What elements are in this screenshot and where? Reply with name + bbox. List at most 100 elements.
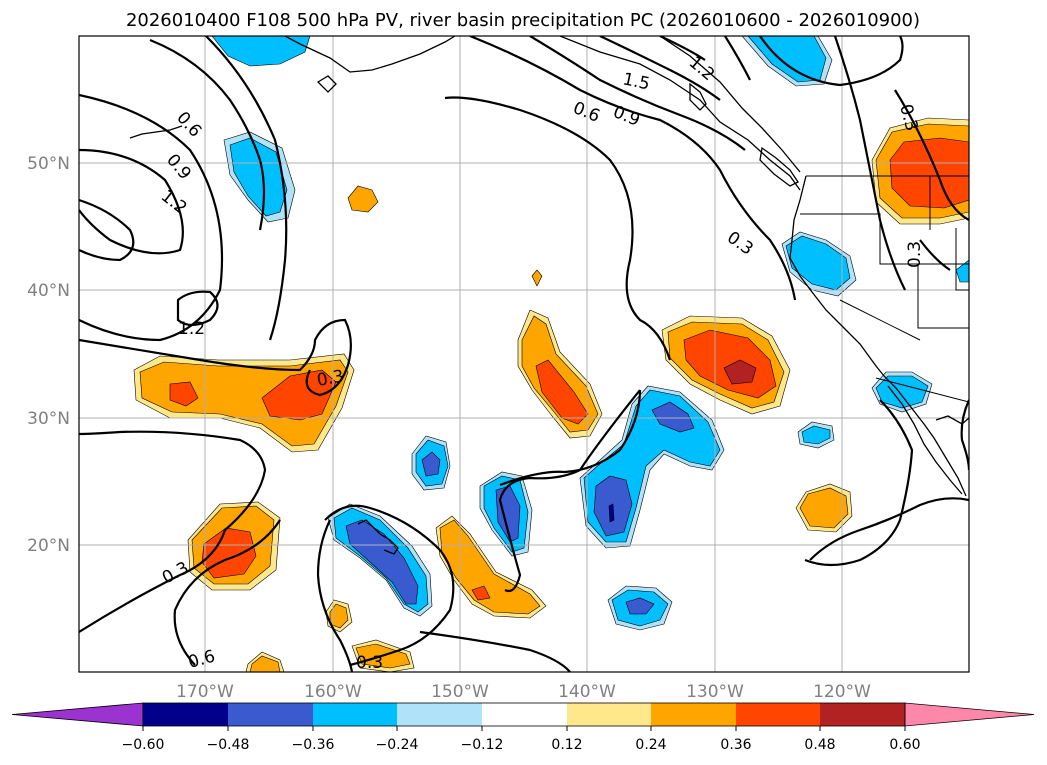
precip-area-negative (625, 597, 655, 615)
colorbar-tick-label: 0.60 (889, 737, 920, 753)
map-panel: 0.6 0.9 1.2 1.2 0.3 1.5 1.2 0.6 0.9 0.3 … (78, 35, 970, 673)
precip-area-negative (651, 401, 695, 433)
contour-line (833, 36, 906, 291)
contour-label: 0.3 (315, 367, 345, 391)
contour-line (659, 36, 706, 61)
contour-line (79, 430, 267, 633)
longitude-labels: 170°W 160°W 150°W 140°W 130°W 120°W (176, 682, 871, 702)
contour-line (324, 504, 455, 667)
lon-label: 160°W (304, 682, 362, 702)
precip-area-positive (889, 137, 969, 209)
contour-line (149, 38, 266, 231)
precip-area-positive (439, 519, 541, 615)
contour-line (724, 36, 751, 81)
graticule (79, 36, 969, 672)
colorbar-segment (143, 703, 228, 726)
lon-label: 150°W (431, 682, 489, 702)
coastline-bc (659, 36, 801, 173)
precip-area-positive (347, 185, 379, 213)
colorbar-segment (820, 703, 905, 726)
colorbar-segment (736, 703, 820, 726)
colorbar-tick-label: 0.36 (720, 737, 751, 753)
precip-area-positive (683, 329, 777, 399)
colorbar-segment (567, 703, 651, 726)
coastline-baja (887, 385, 963, 495)
precip-area-positive (471, 585, 491, 601)
contour-line (176, 290, 219, 327)
contour-label: 1.2 (178, 319, 205, 339)
contour-line (419, 630, 571, 672)
precip-area-positive (169, 381, 199, 407)
pv-contours (79, 36, 969, 672)
precip-area-negative (955, 259, 969, 283)
latitude-labels: 50°N 40°N 30°N 20°N (27, 154, 70, 556)
contour-label: 0.3 (905, 241, 925, 268)
border-state-mt (839, 299, 921, 341)
colorbar-tick-label: 0.48 (804, 737, 835, 753)
colorbar-tick-label: −0.12 (461, 737, 504, 753)
coastline-us-west (789, 175, 967, 497)
lon-label: 120°W (813, 682, 871, 702)
coastline-hawaii (357, 519, 399, 555)
colorbar-tick-label: −0.24 (376, 737, 419, 753)
contour-line (444, 96, 672, 361)
contour-line (316, 519, 354, 672)
precip-area-positive (723, 359, 757, 385)
colorbar-extend-max (904, 702, 1035, 727)
colorbar-tick-label: 0.24 (635, 737, 666, 753)
contour-line (469, 36, 797, 301)
border-state-nv-az (917, 264, 969, 329)
border-state-ut (955, 228, 969, 291)
contour-line (804, 399, 914, 567)
contour-line (79, 93, 224, 342)
colorbar-segment (228, 703, 313, 726)
colorbar-segment (397, 703, 482, 726)
coastline-vancouver-island (759, 146, 799, 187)
coastline-alaska-panhandle (559, 36, 801, 191)
contour-line (205, 36, 288, 341)
precip-area-negative (801, 425, 831, 445)
contour-line (498, 389, 641, 593)
lon-label: 170°W (176, 682, 234, 702)
border-us-mexico (875, 377, 969, 403)
contour-line (529, 36, 746, 151)
lon-label: 140°W (558, 682, 616, 702)
contour-line (79, 198, 135, 262)
colorbar: −0.60 −0.48 −0.36 −0.24 −0.12 0.12 0.24 … (11, 702, 1035, 753)
colorbar-extend-min (11, 702, 144, 727)
lat-label: 40°N (27, 281, 70, 301)
colorbar-segment (482, 703, 567, 726)
precip-area-negative (608, 503, 615, 523)
colorbar-ticks (142, 726, 906, 731)
precip-area-negative (421, 451, 441, 477)
contour-line (79, 148, 184, 255)
precip-area-positive (531, 269, 543, 287)
contour-line (79, 318, 352, 397)
precip-area-negative (229, 137, 288, 217)
coastlines (129, 36, 969, 555)
coastline-queen-charlotte (689, 82, 707, 111)
contour-line (499, 389, 642, 487)
colorbar-tick-label: 0.12 (551, 737, 582, 753)
contour-line (809, 497, 969, 561)
contour-line (173, 519, 281, 666)
contour-label: 0.3 (356, 653, 383, 673)
lat-label: 50°N (27, 154, 70, 174)
coastline-aleutians (129, 125, 183, 139)
colorbar-segment (313, 703, 397, 726)
coastline-mexico (935, 415, 969, 425)
contour-line (894, 89, 969, 221)
precip-area-positive (261, 369, 337, 421)
precip-area-positive (535, 359, 589, 425)
lon-label: 130°W (686, 682, 744, 702)
precip-area-negative (495, 485, 521, 543)
colorbar-tick-label: −0.36 (292, 737, 335, 753)
political-borders (455, 36, 969, 403)
precip-area-positive (799, 487, 849, 529)
coastline-alaska (284, 36, 456, 73)
precip-area-negative (211, 36, 311, 67)
contour-line (759, 36, 904, 87)
coastline-kodiak (316, 75, 337, 93)
colorbar-outline (142, 702, 906, 727)
